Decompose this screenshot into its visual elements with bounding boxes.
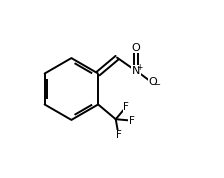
Text: N: N xyxy=(132,66,140,76)
Text: F: F xyxy=(123,102,129,112)
Text: F: F xyxy=(129,116,134,126)
Text: O: O xyxy=(131,43,140,53)
Text: −: − xyxy=(153,80,160,89)
Text: F: F xyxy=(116,130,121,140)
Text: +: + xyxy=(137,63,143,72)
Text: O: O xyxy=(148,77,157,87)
